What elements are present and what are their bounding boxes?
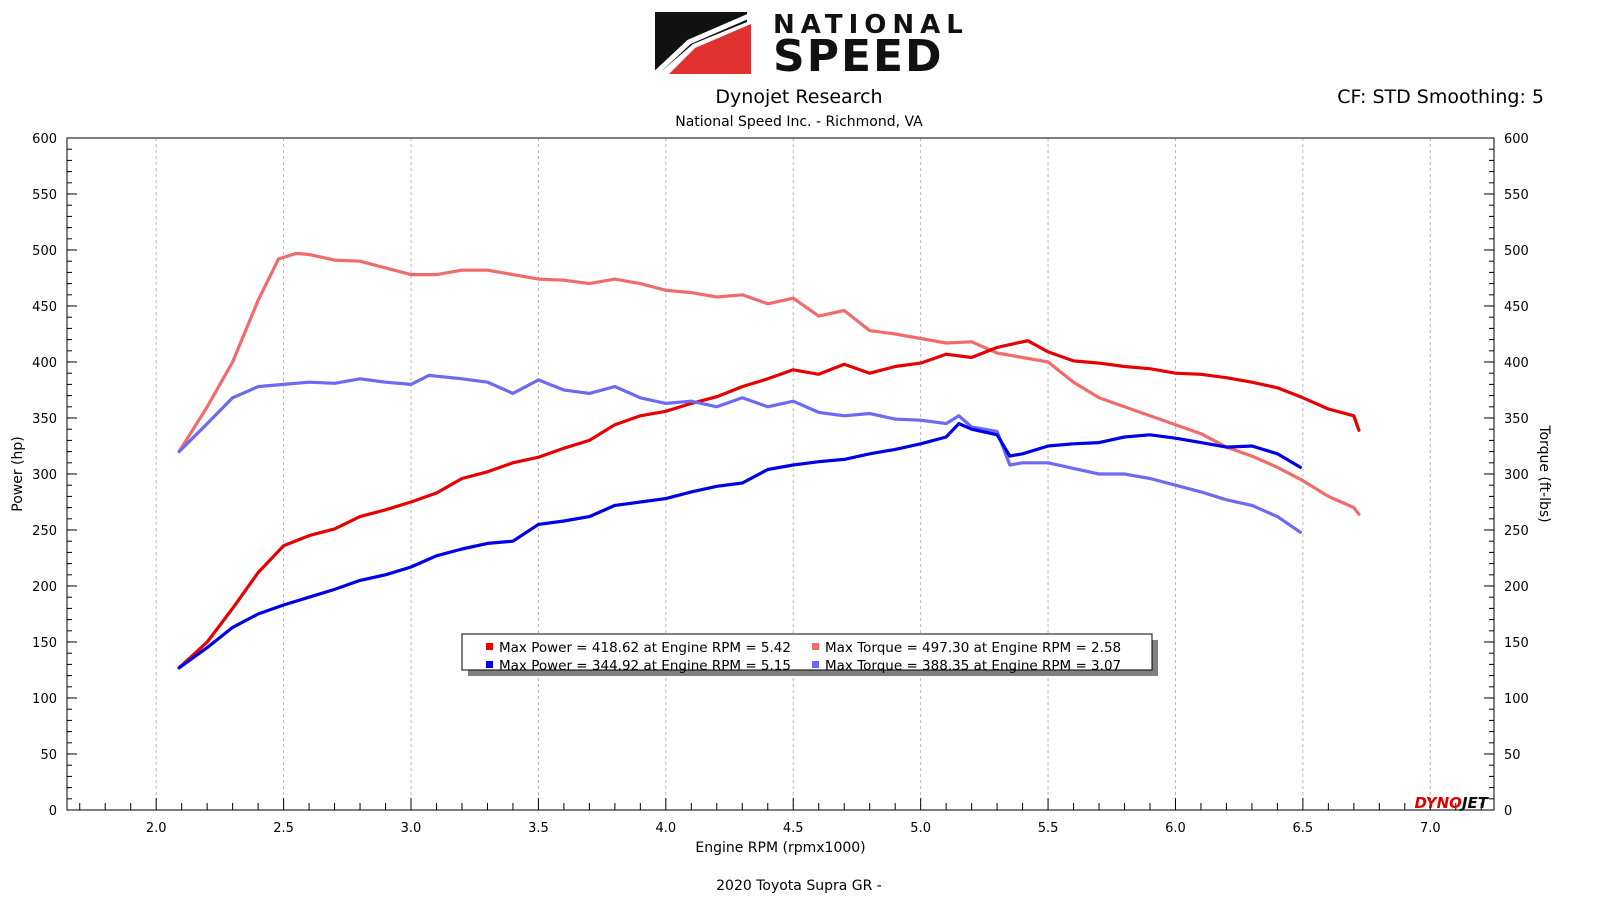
legend-entry: Max Power = 344.92 at Engine RPM = 5.15: [499, 658, 791, 674]
legend-swatch: [486, 643, 493, 650]
y-right-tick-label: 550: [1504, 188, 1529, 203]
y-left-tick-label: 50: [40, 748, 57, 763]
y-left-tick-label: 100: [32, 692, 57, 707]
y-right-tick-label: 300: [1504, 468, 1529, 483]
y-left-tick-label: 600: [32, 132, 57, 147]
y-left-tick-label: 350: [32, 412, 57, 427]
y-left-tick-label: 200: [32, 580, 57, 595]
y-left-tick-label: 400: [32, 356, 57, 371]
x-tick-label: 5.5: [1038, 821, 1059, 836]
legend-box: [461, 633, 1153, 671]
series-line-power_2: [177, 422, 1302, 670]
brand-mark-jet: JET: [1459, 794, 1490, 812]
chart-subtitle: National Speed Inc. - Richmond, VA: [675, 114, 923, 130]
y-left-tick-label: 500: [32, 244, 57, 259]
correction-factor-label: CF: STD Smoothing: 5: [1337, 86, 1544, 108]
brand-mark-dyno: DYNO: [1414, 794, 1462, 812]
series-line-torque_1: [177, 251, 1361, 516]
dynojet-brand-mark: DYNOJET: [1414, 794, 1489, 812]
chart-title: Dynojet Research: [715, 86, 883, 108]
x-tick-label: 2.5: [273, 821, 294, 836]
y-right-tick-label: 400: [1504, 356, 1529, 371]
x-tick-label: 4.5: [783, 821, 804, 836]
series-group: [177, 251, 1361, 670]
y-axis-label-right: Torque (ft-lbs): [1536, 424, 1552, 522]
legend-swatch: [812, 643, 819, 650]
grid-lines: [155, 138, 1431, 810]
y-right-tick-label: 100: [1504, 692, 1529, 707]
legend-swatch: [812, 661, 819, 668]
logo-emblem: [655, 12, 751, 74]
series-line-torque_2: [177, 373, 1302, 534]
x-tick-label: 2.0: [146, 821, 167, 836]
axes: 2.0 2.5 3.0 3.5 4.0 4.5 5.0 5.5 6.0 6.5 7.0 0 0 50 50 1…: [10, 132, 1552, 856]
logo-text-speed: SPEED: [773, 31, 944, 82]
legend: Max Power = 418.62 at Engine RPM = 5.42 M…: [461, 633, 1158, 676]
y-left-tick-label: 450: [32, 300, 57, 315]
y-left-tick-label: 300: [32, 468, 57, 483]
plot-frame: [66, 137, 1495, 811]
x-axis-label: Engine RPM (rpmx1000): [695, 840, 865, 856]
y-left-tick-label: 250: [32, 524, 57, 539]
legend-swatch: [486, 661, 493, 668]
x-tick-label: 4.0: [655, 821, 676, 836]
y-left-tick-label: 550: [32, 188, 57, 203]
vehicle-label: 2020 Toyota Supra GR -: [716, 878, 882, 894]
y-right-tick-label: 150: [1504, 636, 1529, 651]
y-right-tick-label: 0: [1504, 804, 1512, 819]
logo-text-national: NATIONAL: [773, 10, 969, 40]
x-tick-label: 3.5: [528, 821, 549, 836]
y-right-tick-label: 50: [1504, 748, 1521, 763]
y-left-tick-label: 150: [32, 636, 57, 651]
y-right-tick-label: 450: [1504, 300, 1529, 315]
y-left-tick-label: 0: [49, 804, 57, 819]
x-tick-label: 5.0: [910, 821, 931, 836]
x-tick-label: 6.0: [1165, 821, 1186, 836]
y-right-tick-label: 200: [1504, 580, 1529, 595]
national-speed-logo: NATIONAL SPEED: [655, 8, 963, 82]
y-right-tick-label: 350: [1504, 412, 1529, 427]
legend-entry: Max Torque = 497.30 at Engine RPM = 2.58: [825, 640, 1121, 656]
legend-entry: Max Torque = 388.35 at Engine RPM = 3.07: [825, 658, 1121, 674]
series-line-power_1: [177, 339, 1361, 670]
y-axis-label-left: Power (hp): [10, 436, 26, 511]
legend-entry: Max Power = 418.62 at Engine RPM = 5.42: [499, 640, 791, 656]
x-tick-label: 7.0: [1420, 821, 1441, 836]
x-tick-label: 3.0: [401, 821, 422, 836]
y-right-tick-label: 250: [1504, 524, 1529, 539]
y-right-tick-label: 600: [1504, 132, 1529, 147]
dyno-chart: 2.0 2.5 3.0 3.5 4.0 4.5 5.0 5.5 6.0 6.5 7.0 0 0 50 50 1…: [10, 132, 1552, 856]
x-tick-label: 6.5: [1293, 821, 1314, 836]
y-right-tick-label: 500: [1504, 244, 1529, 259]
